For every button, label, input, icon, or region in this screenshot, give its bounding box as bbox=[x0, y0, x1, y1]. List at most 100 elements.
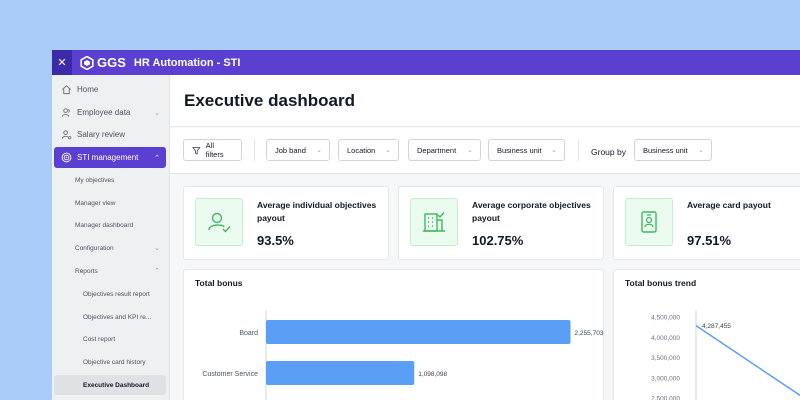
app-window: ✕ GGS HR Automation - STI Home Employee … bbox=[52, 50, 800, 400]
brand-logo[interactable]: GGS bbox=[80, 55, 126, 70]
y-tick-label: 4,000,000 bbox=[651, 335, 680, 342]
y-tick-label: 2,500,000 bbox=[651, 396, 680, 400]
total-bonus-trend-panel: Total bonus trend 4,500,000 4,000,000 3,50… bbox=[613, 269, 800, 400]
sidebar-subitem-label: Configuration bbox=[75, 244, 114, 252]
department-dropdown[interactable]: Department ⌄ bbox=[408, 139, 481, 161]
target-icon bbox=[60, 152, 72, 164]
kpi-card-card-payout: Average card payout 97.51% bbox=[613, 186, 800, 260]
total-bonus-chart: Board 2,255,703 Customer Service 1,098,098 bbox=[202, 310, 604, 400]
sidebar-subitem-manager-dashboard[interactable]: Manager dashboard bbox=[75, 215, 166, 235]
category-label: Customer Service bbox=[202, 371, 258, 378]
trend-line[interactable] bbox=[695, 324, 800, 398]
sidebar-item-salary-review[interactable]: Salary review bbox=[54, 124, 166, 145]
kpi-value: 97.51% bbox=[687, 233, 732, 248]
kpi-title: Average individual objectives payout bbox=[257, 200, 377, 223]
total-bonus-trend-chart: 4,500,000 4,000,000 3,500,000 3,000,000 2,50… bbox=[651, 310, 800, 400]
sidebar-item-employee-data[interactable]: Employee data ⌄ bbox=[54, 102, 166, 123]
sidebar-report-objectives-result[interactable]: Objectives result report bbox=[83, 284, 166, 304]
sidebar-subitem-label: Manager view bbox=[75, 199, 116, 207]
business-unit-dropdown[interactable]: Business unit ⌄ bbox=[488, 139, 565, 161]
chevron-up-icon: ⌃ bbox=[154, 268, 160, 275]
page-title: Executive dashboard bbox=[184, 91, 356, 110]
user-check-icon bbox=[195, 198, 243, 246]
page-header: Executive dashboard bbox=[170, 75, 800, 127]
dropdown-label: Location bbox=[347, 145, 376, 155]
sidebar-subitem-manager-view[interactable]: Manager view bbox=[75, 193, 166, 213]
sidebar-report-objective-card-history[interactable]: Objective card history bbox=[83, 352, 166, 372]
all-filters-button[interactable]: All filters bbox=[183, 139, 242, 161]
point-label: 4,287,455 bbox=[702, 323, 731, 330]
building-check-icon bbox=[410, 198, 458, 246]
dropdown-label: Business unit bbox=[497, 145, 542, 155]
bar[interactable] bbox=[266, 320, 571, 344]
sidebar-report-cost[interactable]: Cost report bbox=[83, 329, 166, 349]
chevron-down-icon: ⌄ bbox=[467, 147, 473, 154]
divider bbox=[578, 139, 579, 161]
sidebar-report-label: Objective card history bbox=[83, 358, 146, 366]
filter-bar: All filters Job band ⌄ Location ⌄ Departme… bbox=[170, 128, 800, 174]
panel-title: Total bonus trend bbox=[625, 278, 697, 288]
sidebar-item-label: STI management bbox=[77, 153, 139, 162]
sidebar-report-executive-dashboard[interactable]: Executive Dashboard bbox=[54, 375, 166, 395]
location-dropdown[interactable]: Location ⌄ bbox=[338, 139, 399, 161]
total-bonus-panel: Total bonus Board 2,255,703 Customer Servi… bbox=[183, 269, 604, 400]
kpi-card-individual: Average individual objectives payout 93.… bbox=[183, 186, 389, 260]
kpi-card-corporate: Average corporate objectives payout 102.… bbox=[398, 186, 604, 260]
user-review-icon bbox=[60, 129, 72, 141]
kpi-value: 93.5% bbox=[257, 233, 294, 248]
sidebar-subitem-my-objectives[interactable]: My objectives bbox=[75, 170, 166, 190]
dropdown-label: Business unit bbox=[643, 145, 688, 155]
kpi-title: Average card payout bbox=[687, 200, 771, 210]
dropdown-label: Job band bbox=[275, 145, 306, 155]
sidebar-subitem-reports[interactable]: Reports ⌃ bbox=[75, 261, 166, 281]
sidebar-item-label: Salary review bbox=[77, 130, 126, 139]
brand-name: GGS bbox=[97, 55, 126, 70]
sidebar-subitem-configuration[interactable]: Configuration ⌄ bbox=[75, 238, 166, 258]
id-card-icon bbox=[625, 198, 673, 246]
kpi-value: 102.75% bbox=[472, 233, 524, 248]
top-bar: ✕ GGS HR Automation - STI bbox=[52, 50, 800, 75]
dropdown-label: Department bbox=[417, 145, 457, 155]
all-filters-label: All filters bbox=[205, 141, 224, 159]
sidebar-report-label: Cost report bbox=[83, 335, 116, 343]
job-band-dropdown[interactable]: Job band ⌄ bbox=[266, 139, 330, 161]
users-icon bbox=[60, 107, 72, 119]
sidebar-report-label: Objectives result report bbox=[83, 290, 150, 298]
bar[interactable] bbox=[266, 361, 415, 385]
close-icon[interactable]: ✕ bbox=[52, 50, 72, 75]
chevron-down-icon: ⌄ bbox=[385, 147, 391, 154]
sidebar-subitem-label: Reports bbox=[75, 267, 98, 275]
sidebar-subitem-label: My objectives bbox=[75, 176, 115, 184]
group-by-label: Group by bbox=[591, 147, 626, 157]
group-by-dropdown[interactable]: Business unit ⌄ bbox=[634, 139, 712, 161]
sidebar-report-label: Executive Dashboard bbox=[83, 381, 150, 389]
kpi-title: Average corporate objectives payout bbox=[472, 200, 591, 223]
main-content: Executive dashboard All filters Job band… bbox=[170, 75, 800, 400]
chevron-down-icon: ⌄ bbox=[154, 245, 160, 252]
y-tick-label: 3,000,000 bbox=[651, 375, 680, 382]
bar-value-label: 2,255,703 bbox=[575, 330, 604, 337]
bar-value-label: 1,098,098 bbox=[418, 371, 447, 378]
chevron-down-icon[interactable]: ⌄ bbox=[154, 109, 160, 117]
sidebar-item-label: Home bbox=[77, 85, 99, 94]
chevron-down-icon: ⌄ bbox=[698, 147, 704, 154]
divider bbox=[254, 139, 255, 161]
category-label: Board bbox=[239, 330, 258, 337]
app-title: HR Automation - STI bbox=[133, 56, 241, 69]
filter-icon bbox=[192, 146, 201, 155]
sidebar-item-sti-management[interactable]: STI management ⌃ bbox=[54, 147, 166, 168]
sidebar-item-label: Employee data bbox=[77, 108, 131, 117]
hexagon-logo-icon bbox=[80, 55, 94, 70]
home-icon bbox=[60, 84, 72, 96]
y-tick-label: 4,500,000 bbox=[651, 315, 680, 322]
sidebar-report-objectives-kpi[interactable]: Objectives and KPI re... bbox=[83, 307, 166, 327]
sidebar-item-home[interactable]: Home bbox=[54, 79, 166, 100]
panel-title: Total bonus bbox=[195, 278, 243, 288]
y-tick-label: 3,500,000 bbox=[651, 355, 680, 362]
chevron-down-icon: ⌄ bbox=[316, 147, 322, 154]
chevron-up-icon[interactable]: ⌃ bbox=[154, 154, 160, 162]
chevron-down-icon: ⌄ bbox=[551, 147, 557, 154]
sidebar: Home Employee data ⌄ Salary review STI m… bbox=[52, 75, 170, 400]
sidebar-subitem-label: Manager dashboard bbox=[75, 221, 134, 229]
sidebar-report-label: Objectives and KPI re... bbox=[83, 313, 152, 321]
